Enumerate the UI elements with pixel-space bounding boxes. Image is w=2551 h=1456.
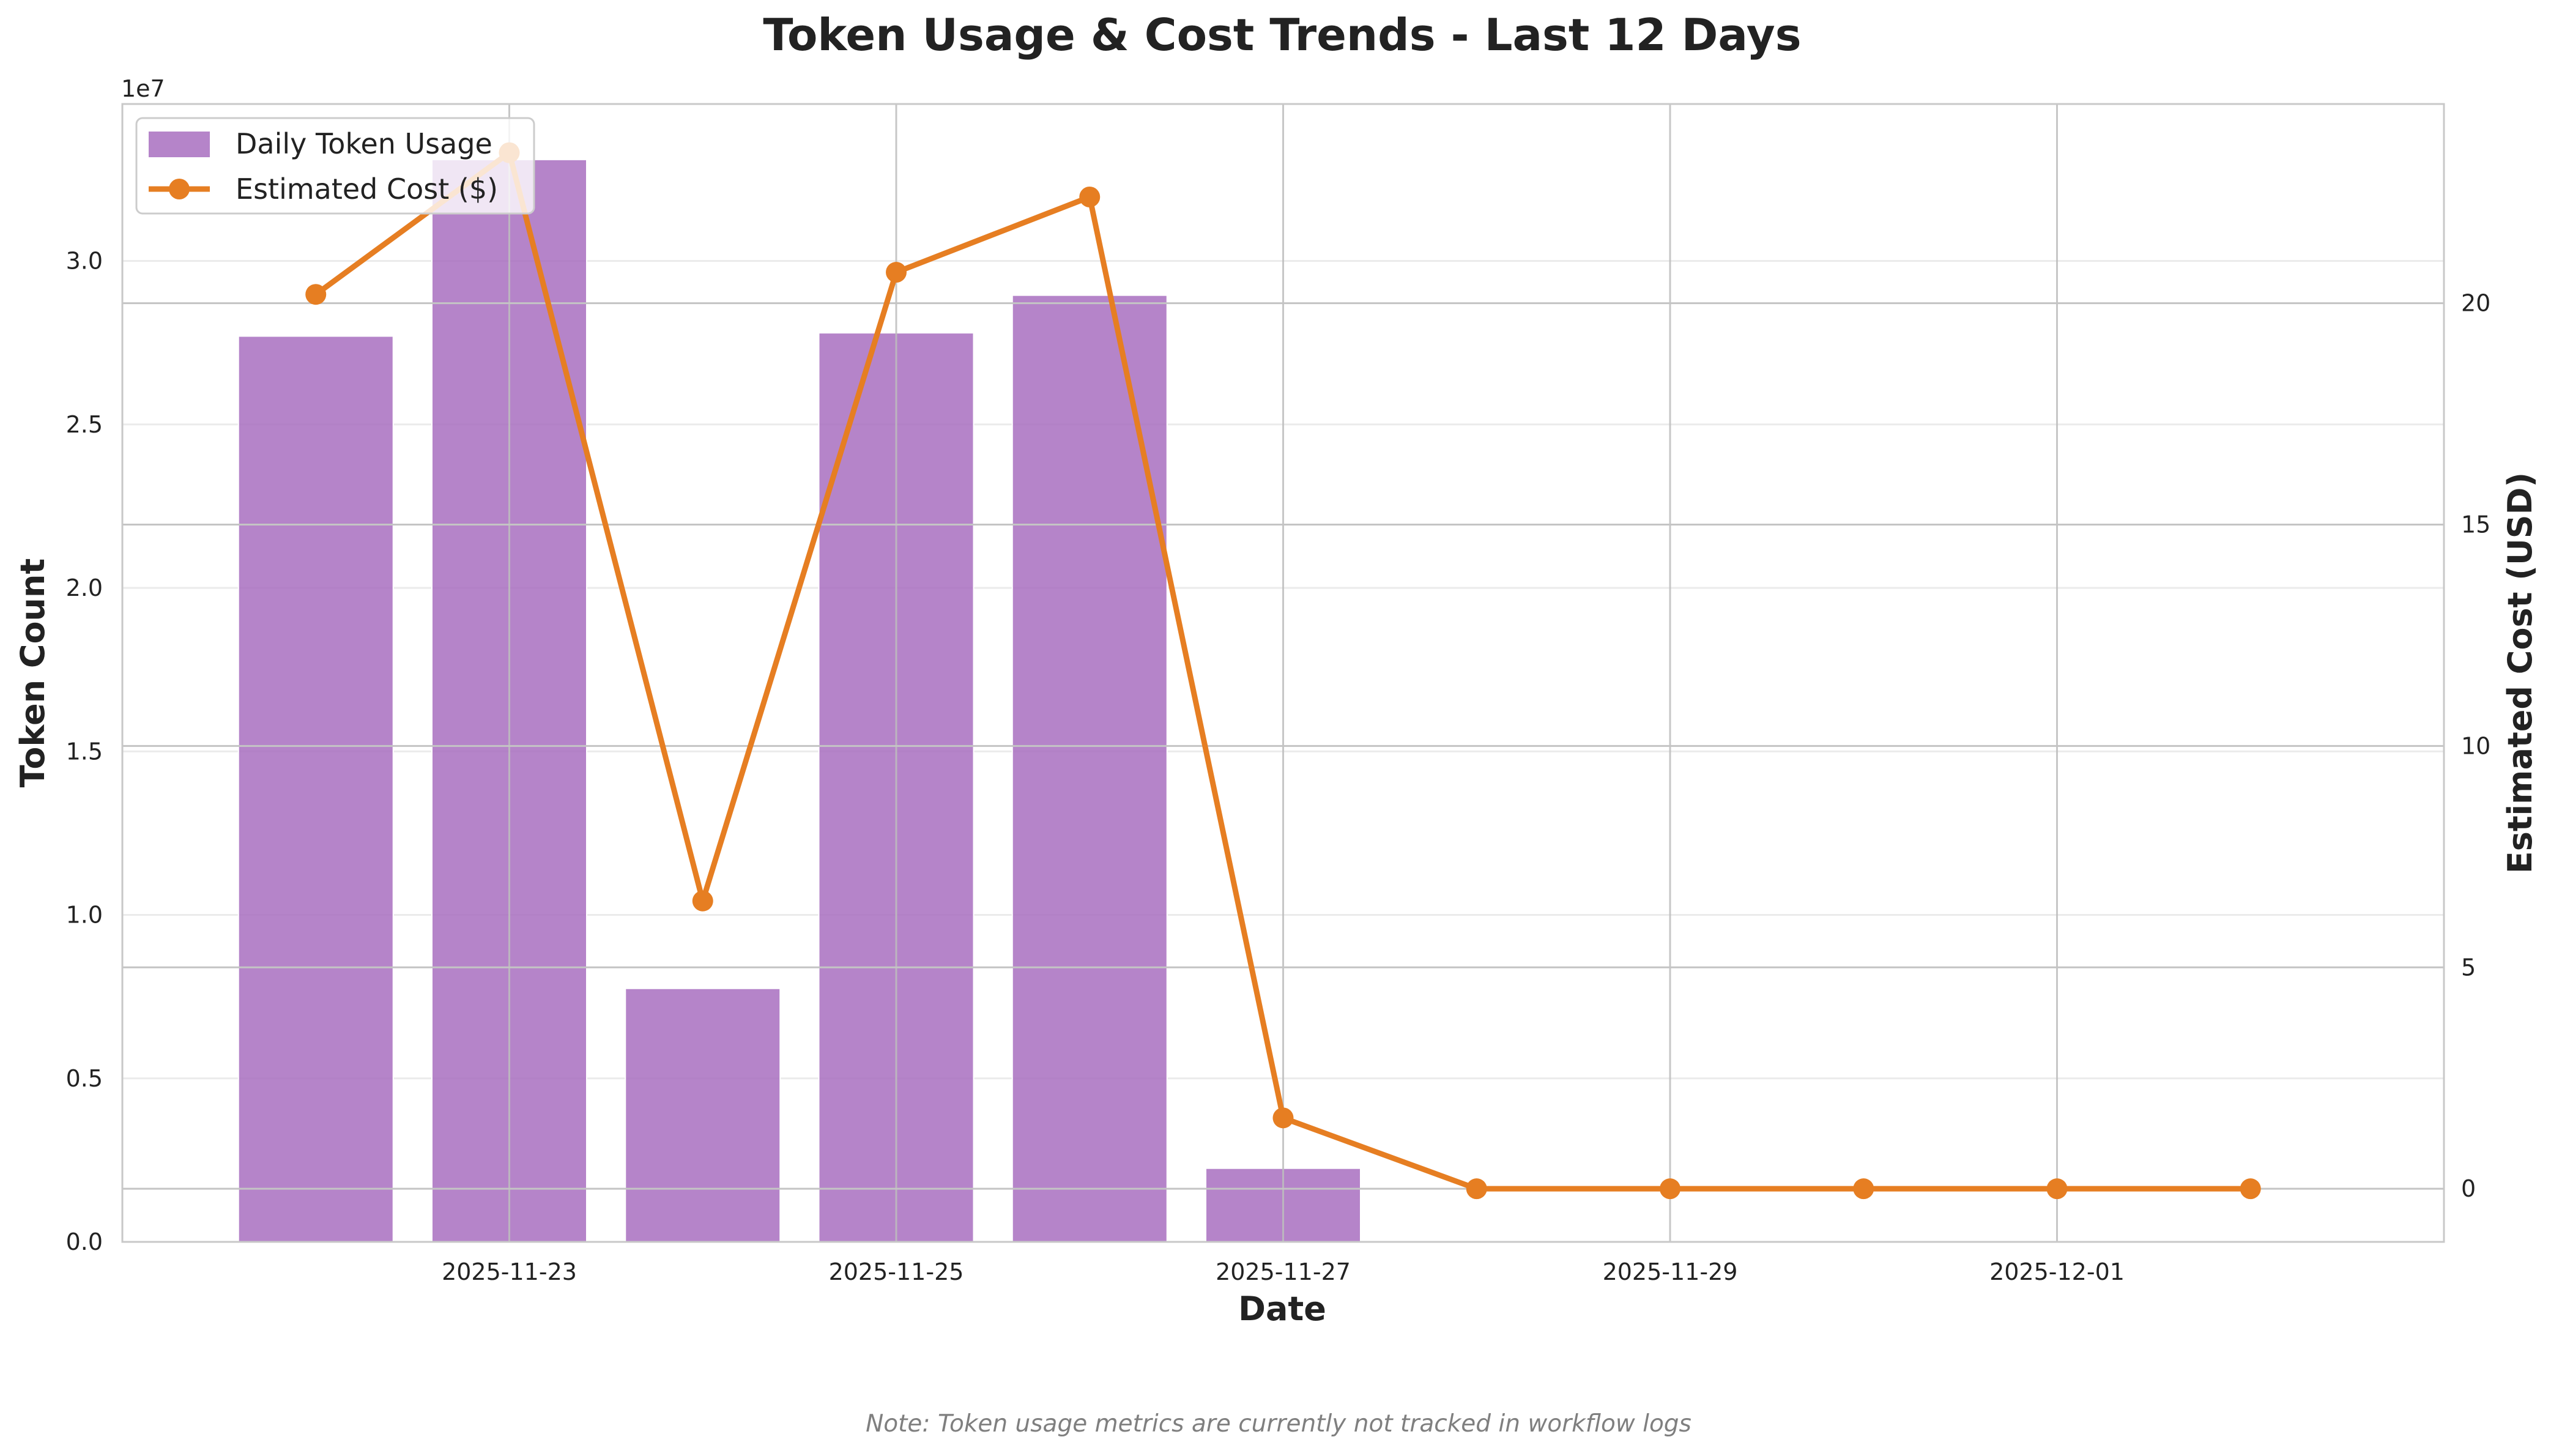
bar-daily-token-usage bbox=[625, 987, 781, 1243]
plot-frame bbox=[121, 103, 2445, 1243]
point-estimated-cost bbox=[1272, 1107, 1294, 1129]
point-estimated-cost bbox=[1466, 1178, 1487, 1200]
chart-title: Token Usage & Cost Trends - Last 12 Days bbox=[763, 9, 1801, 61]
legend-swatch-bar bbox=[149, 132, 210, 157]
y2-tick-label: 20 bbox=[2461, 290, 2490, 317]
legend-swatch-marker bbox=[169, 179, 190, 199]
bar-daily-token-usage bbox=[1011, 294, 1168, 1243]
x-tick-label: 2025-11-27 bbox=[1216, 1258, 1351, 1285]
legend: Daily Token Usage Estimated Cost ($) bbox=[135, 117, 535, 215]
x-tick-label: 2025-12-01 bbox=[1989, 1258, 2125, 1285]
y2-tick-label: 10 bbox=[2461, 732, 2490, 759]
point-estimated-cost bbox=[886, 262, 907, 283]
footnote: Note: Token usage metrics are currently … bbox=[866, 1410, 1691, 1438]
x-tick-label: 2025-11-29 bbox=[1603, 1258, 1738, 1285]
y-tick-label: 2.5 bbox=[66, 411, 103, 438]
y2-tick-label: 5 bbox=[2461, 954, 2476, 981]
y-axis-title: Token Count bbox=[13, 559, 52, 788]
y-axis-exponent-label: 1e7 bbox=[121, 75, 165, 102]
y-tick-label: 2.0 bbox=[66, 574, 103, 601]
point-estimated-cost bbox=[2046, 1178, 2068, 1200]
point-estimated-cost bbox=[1660, 1178, 1680, 1200]
y-tick-label: 0.5 bbox=[66, 1065, 103, 1092]
y-tick-label: 3.0 bbox=[66, 248, 103, 275]
x-tick-label: 2025-11-25 bbox=[829, 1258, 964, 1285]
legend-box bbox=[135, 117, 535, 215]
point-estimated-cost bbox=[305, 284, 327, 305]
legend-label-estimated-cost: Estimated Cost ($) bbox=[236, 173, 498, 206]
point-estimated-cost bbox=[692, 890, 713, 912]
legend-label-token-usage: Daily Token Usage bbox=[236, 127, 492, 160]
y-tick-label: 1.0 bbox=[66, 902, 103, 929]
x-tick-label: 2025-11-23 bbox=[442, 1258, 577, 1285]
point-estimated-cost bbox=[1079, 186, 1101, 207]
y2-axis-title: Estimated Cost (USD) bbox=[2501, 472, 2539, 874]
point-estimated-cost bbox=[2240, 1178, 2261, 1200]
bar-daily-token-usage bbox=[237, 335, 394, 1242]
x-axis-title: Date bbox=[1238, 1290, 1326, 1328]
y2-tick-label: 15 bbox=[2461, 511, 2490, 538]
point-estimated-cost bbox=[1853, 1178, 1874, 1200]
y2-tick-label: 0 bbox=[2461, 1175, 2476, 1202]
y-tick-label: 1.5 bbox=[66, 738, 103, 765]
y-tick-label: 0.0 bbox=[66, 1228, 103, 1255]
